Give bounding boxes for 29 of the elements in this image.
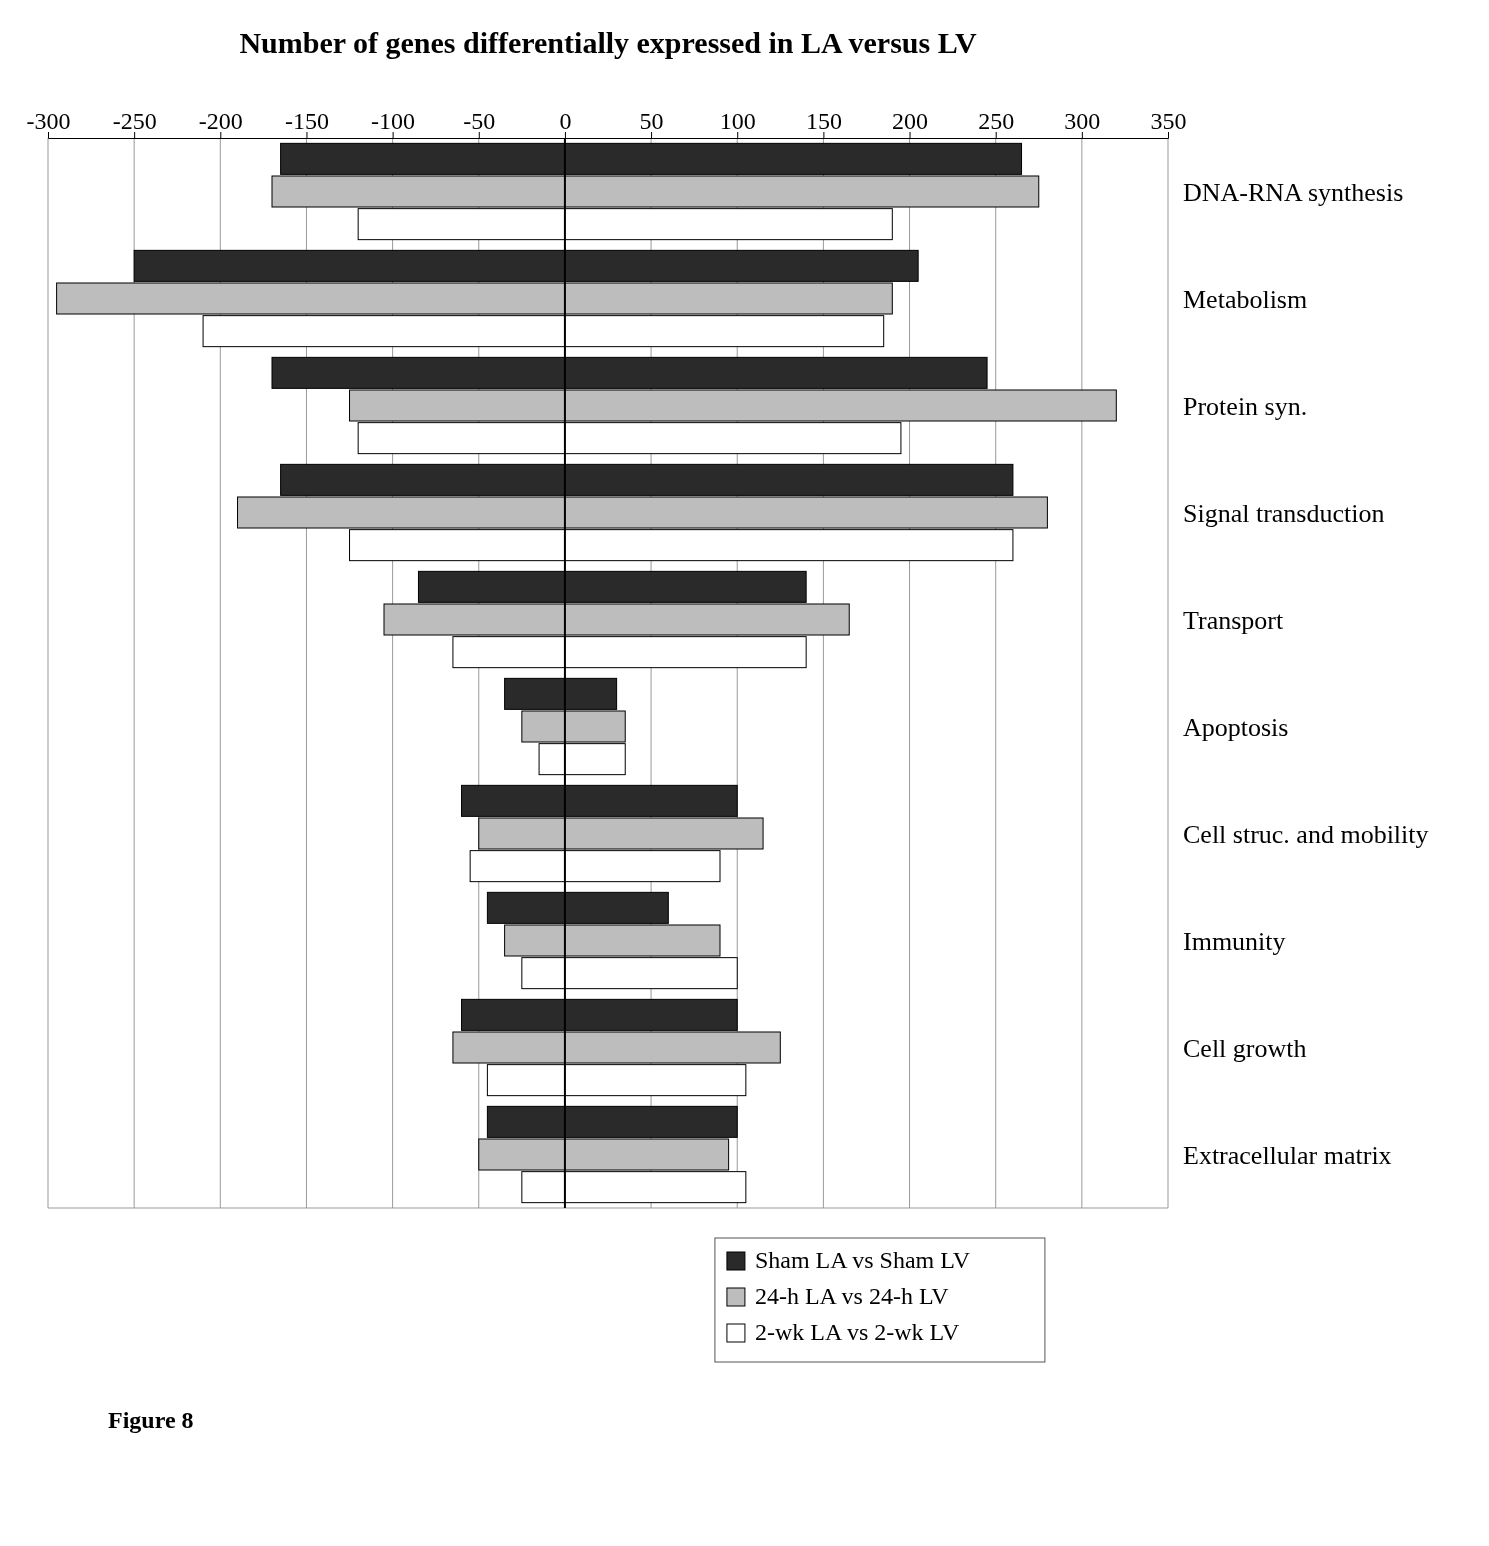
x-tick-label: 300 [1064,108,1101,134]
y-tick-label: Protein syn. [1183,391,1308,421]
y-tick-label: Cell struc. and mobility [1183,819,1429,849]
y-tick-label: DNA-RNA synthesis [1183,177,1404,207]
x-tick-label: -300 [26,108,71,134]
x-tick-label: 250 [978,108,1015,134]
y-tick-label: Extracellular matrix [1183,1140,1392,1170]
y-tick-label: Cell growth [1183,1033,1307,1063]
x-tick-label: 100 [719,108,756,134]
x-tick-label: -150 [284,108,329,134]
y-tick-label: Transport [1183,605,1284,635]
y-tick-label: Signal transduction [1183,498,1385,528]
x-tick-label: -200 [198,108,243,134]
chart-title: Number of genes differentially expressed in LA versus LV [239,26,977,59]
legend-label: 24-h LA vs 24-h LV [754,1283,950,1309]
legend-label: Sham LA vs Sham LV [754,1247,971,1273]
x-tick-label: 50 [639,108,664,134]
legend-label: 2-wk LA vs 2-wk LV [754,1319,961,1345]
x-tick-label: -50 [463,108,496,134]
x-tick-label: 0 [559,108,572,134]
caption: Figure 8 [108,1407,194,1433]
y-tick-label: Apoptosis [1183,712,1289,742]
x-tick-label: 150 [805,108,842,134]
x-tick-label: 350 [1150,108,1187,134]
x-tick-label: -250 [112,108,157,134]
x-tick-label: -100 [371,108,416,134]
y-tick-label: Metabolism [1183,284,1308,314]
y-tick-label: Immunity [1183,926,1286,956]
x-tick-label: 200 [892,108,929,134]
